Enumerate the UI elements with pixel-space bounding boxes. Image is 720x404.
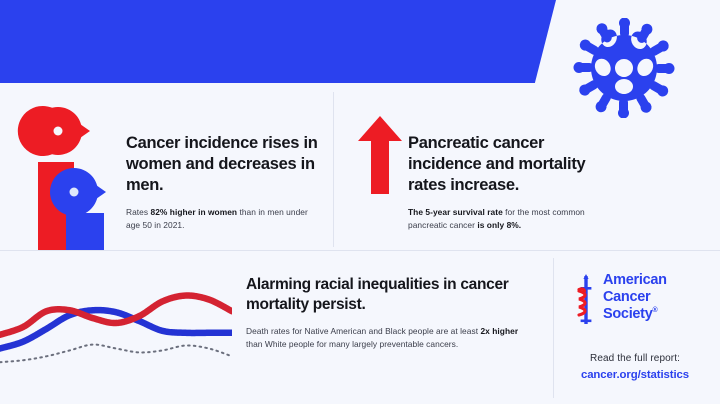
chart-series-white <box>0 343 232 364</box>
panel-3-headline: Alarming racial inequalities in cancer m… <box>246 276 509 314</box>
acs-wordmark-line-2: Cancer <box>603 289 651 306</box>
divider-horizontal <box>0 250 720 251</box>
report-url-link[interactable]: cancer.org/statistics <box>580 369 690 381</box>
acs-trademark: ® <box>652 307 658 315</box>
acs-logo: American Cancer Society® <box>575 272 703 330</box>
panel-2-headline: Pancreatic cancer incidence and mortalit… <box>408 134 586 195</box>
panel-2-body: The 5-year survival rate for the most co… <box>408 207 585 230</box>
acs-wordmark-line-3-text: Society <box>603 306 653 323</box>
acs-wordmark: American Cancer Society® <box>603 272 667 323</box>
panel-1-headline: Cancer incidence rises in women and decr… <box>126 134 318 195</box>
virus-icon <box>573 18 675 118</box>
acs-sword-serpent-icon <box>577 274 592 324</box>
header-banner <box>0 0 556 83</box>
divider-vertical-top <box>333 92 334 247</box>
read-report-block: Read the full report: cancer.org/statist… <box>560 348 710 381</box>
panel-3-body: Death rates for Native American and Blac… <box>246 326 519 349</box>
panel-1-body: Rates 82% higher in women than in men un… <box>126 207 308 230</box>
chart-series-native-american <box>0 292 232 339</box>
gender-figures-icon <box>17 106 106 250</box>
acs-wordmark-line-1: American <box>603 272 667 288</box>
trend-lines-icon <box>0 292 232 364</box>
read-report-label: Read the full report: <box>590 353 680 364</box>
chart-series-black <box>0 306 232 352</box>
up-arrow-icon <box>358 116 402 194</box>
acs-wordmark-line-3: Society® <box>603 306 667 323</box>
divider-vertical-bottom <box>553 258 554 398</box>
